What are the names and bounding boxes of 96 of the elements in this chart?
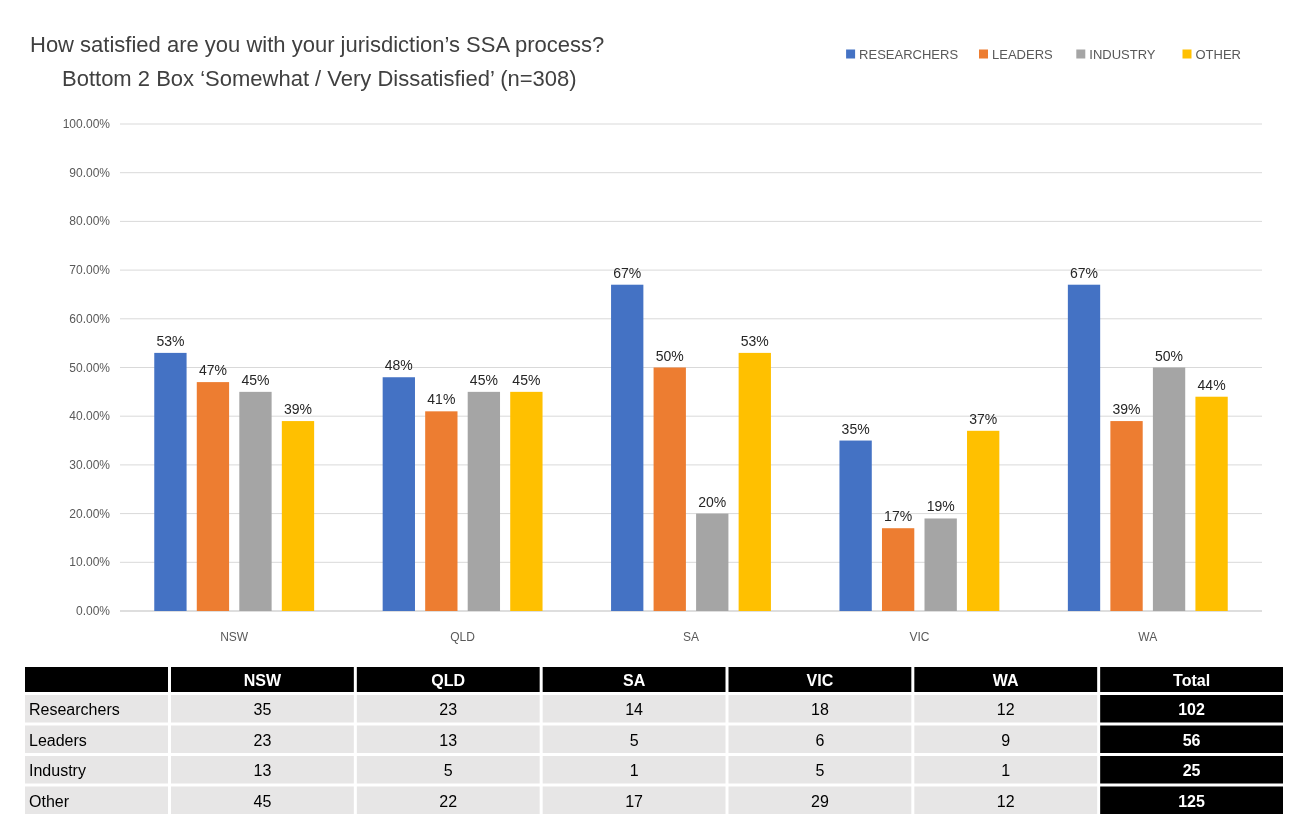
x-tick-label: NSW bbox=[243, 672, 282, 689]
data-label: 14 bbox=[625, 701, 644, 719]
data-label: 25 bbox=[1182, 762, 1201, 780]
y-tick-label: Industry bbox=[29, 762, 86, 780]
y-tick-label: 40.00% bbox=[69, 409, 111, 424]
bar bbox=[196, 382, 230, 611]
data-label: 20% bbox=[698, 493, 727, 510]
data-label: 53% bbox=[740, 332, 769, 349]
data-label: 9 bbox=[1001, 731, 1011, 749]
x-tick-label: SA bbox=[622, 672, 646, 689]
y-tick-label: 80.00% bbox=[69, 214, 111, 229]
x-tick-label: SA bbox=[682, 630, 700, 644]
y-tick-label: 90.00% bbox=[69, 165, 111, 180]
y-tick-label: Other bbox=[29, 792, 70, 810]
data-label: 5 bbox=[629, 731, 639, 749]
bar bbox=[738, 352, 771, 611]
data-label: 50% bbox=[1155, 347, 1184, 364]
bar bbox=[1152, 367, 1186, 611]
data-label: 102 bbox=[1178, 701, 1206, 719]
data-label: 39% bbox=[283, 401, 312, 418]
data-label: 37% bbox=[969, 410, 998, 427]
data-label: 67% bbox=[1070, 264, 1099, 281]
bar bbox=[154, 352, 187, 611]
bar bbox=[1195, 396, 1228, 611]
bar bbox=[425, 411, 458, 611]
data-label: 6 bbox=[815, 731, 825, 749]
x-tick-label: VIC bbox=[806, 672, 834, 689]
bar bbox=[611, 284, 644, 611]
legend-label: INDUSTRY bbox=[1089, 46, 1156, 62]
x-tick-label: QLD bbox=[431, 672, 466, 689]
data-label: 45% bbox=[512, 371, 541, 388]
bar bbox=[653, 367, 686, 611]
bar bbox=[881, 528, 915, 611]
data-label: 1 bbox=[1001, 762, 1011, 780]
data-label: 12 bbox=[996, 792, 1015, 810]
data-label: 19% bbox=[926, 498, 955, 515]
y-tick-label: Leaders bbox=[29, 731, 87, 749]
y-tick-label: 100.00% bbox=[62, 117, 111, 131]
legend-label: RESEARCHERS bbox=[859, 46, 959, 62]
data-label: 29 bbox=[811, 792, 829, 810]
chart-subtitle: Bottom 2 Box ‘Somewhat / Very Dissatisfied’ (n=308) bbox=[62, 66, 577, 91]
data-label: 23 bbox=[253, 731, 272, 749]
bar bbox=[967, 430, 1000, 611]
data-label: 35 bbox=[253, 701, 272, 719]
y-tick-label: 10.00% bbox=[69, 555, 111, 570]
data-label: 53% bbox=[156, 332, 185, 349]
data-label: 13 bbox=[439, 731, 458, 749]
y-tick-label: 0.00% bbox=[75, 604, 111, 618]
legend-label: LEADERS bbox=[992, 46, 1054, 62]
bar bbox=[1110, 421, 1143, 611]
x-tick-label: WA bbox=[1138, 630, 1158, 644]
x-tick-label: Total bbox=[1173, 672, 1211, 689]
data-label: 125 bbox=[1178, 792, 1206, 810]
bar bbox=[696, 513, 729, 611]
y-tick-label: 60.00% bbox=[69, 311, 111, 326]
y-tick-label: Researchers bbox=[29, 701, 120, 719]
bar bbox=[239, 391, 272, 611]
data-label: 1 bbox=[629, 762, 639, 780]
data-label: 12 bbox=[996, 701, 1015, 719]
data-label: 45% bbox=[469, 371, 498, 388]
bar bbox=[1067, 284, 1101, 611]
x-tick-label: WA bbox=[992, 672, 1020, 689]
data-label: 41% bbox=[427, 391, 456, 408]
data-label: 48% bbox=[384, 357, 413, 374]
bar bbox=[839, 440, 872, 611]
data-label: 39% bbox=[1112, 401, 1141, 418]
data-label: 5 bbox=[815, 762, 825, 780]
data-label: 17% bbox=[884, 508, 913, 525]
y-tick-label: 50.00% bbox=[69, 360, 111, 375]
data-label: 47% bbox=[198, 362, 227, 379]
data-label: 45 bbox=[253, 792, 272, 810]
data-label: 45% bbox=[241, 371, 270, 388]
x-tick-label: NSW bbox=[220, 630, 249, 644]
data-label: 50% bbox=[655, 347, 684, 364]
bar bbox=[281, 421, 315, 611]
data-label: 17 bbox=[625, 792, 644, 810]
bar bbox=[924, 518, 957, 611]
data-label: 5 bbox=[443, 762, 453, 780]
x-tick-label: VIC bbox=[909, 630, 930, 644]
y-tick-label: 20.00% bbox=[69, 506, 111, 521]
legend-label: OTHER bbox=[1195, 46, 1241, 62]
data-label: 13 bbox=[253, 762, 272, 780]
data-label: 22 bbox=[439, 792, 458, 810]
data-label: 44% bbox=[1197, 376, 1226, 393]
y-tick-label: 30.00% bbox=[69, 457, 111, 472]
bar bbox=[467, 391, 501, 611]
bar bbox=[510, 391, 543, 611]
data-label: 23 bbox=[439, 701, 458, 719]
data-label: 35% bbox=[841, 420, 870, 437]
chart-title: How satisfied are you with your jurisdiction’s SSA process? bbox=[30, 32, 605, 57]
y-tick-label: 70.00% bbox=[69, 263, 111, 278]
data-label: 56 bbox=[1182, 731, 1201, 749]
data-label: 67% bbox=[613, 264, 642, 281]
x-tick-label: QLD bbox=[450, 630, 476, 644]
bar bbox=[382, 377, 415, 611]
data-label: 18 bbox=[811, 701, 829, 719]
